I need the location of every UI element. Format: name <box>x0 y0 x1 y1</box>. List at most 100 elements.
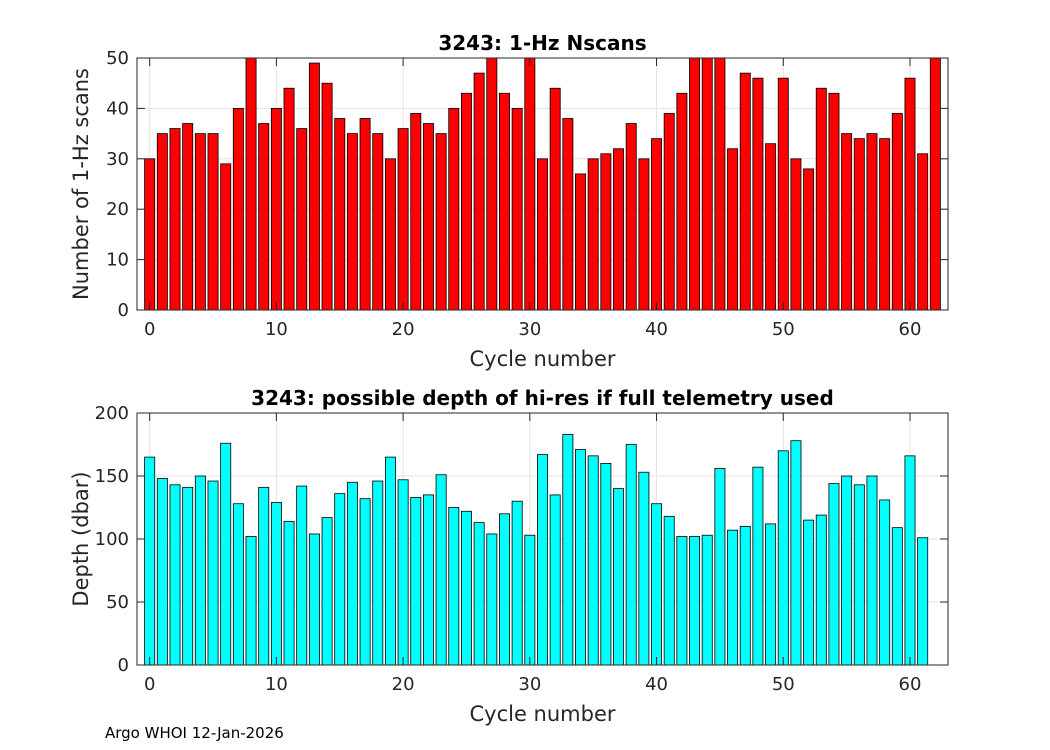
bar <box>562 434 574 666</box>
bar <box>144 456 156 666</box>
bar <box>448 108 460 311</box>
bar <box>777 77 789 311</box>
bar <box>727 148 739 311</box>
bar <box>638 471 650 666</box>
bar <box>613 488 625 666</box>
bar <box>232 108 244 311</box>
y-tick-label: 50 <box>106 48 129 69</box>
bar <box>663 113 675 311</box>
bar <box>359 118 371 311</box>
bar <box>334 493 346 666</box>
bar <box>435 133 447 311</box>
footer-text: Argo WHOI 12-Jan-2026 <box>105 724 284 742</box>
bar <box>346 133 358 311</box>
bar <box>207 133 219 311</box>
chart-title: 3243: possible depth of hi-res if full t… <box>251 386 834 410</box>
bar <box>853 484 865 666</box>
bar <box>220 163 232 311</box>
bar <box>169 484 181 666</box>
y-axis-label: Number of 1-Hz scans <box>69 68 93 300</box>
bar <box>904 455 916 666</box>
bar <box>575 173 586 311</box>
bar <box>701 534 713 666</box>
bar <box>663 515 675 666</box>
bar <box>296 485 308 666</box>
x-tick-label: 60 <box>899 319 922 340</box>
bar <box>587 158 599 311</box>
x-axis-label: Cycle number <box>469 347 615 371</box>
bar <box>473 522 485 666</box>
x-axis-label: Cycle number <box>469 702 615 726</box>
bar <box>410 497 422 666</box>
bar <box>651 138 663 311</box>
nscans-chart: 0 10 20 30 40 50 60 0 10 20 30 40 50 3243: 1-Hz Nscan… <box>69 31 949 371</box>
bar <box>866 133 878 311</box>
x-tick-label: 30 <box>518 674 541 695</box>
bar <box>270 108 282 311</box>
bar <box>194 133 206 311</box>
bar <box>676 92 688 311</box>
y-tick-label: 50 <box>106 592 129 613</box>
x-tick-label: 50 <box>772 319 795 340</box>
bar <box>207 480 219 666</box>
bar <box>422 123 434 311</box>
bar <box>486 57 498 311</box>
depth-chart: 0 10 20 30 40 50 60 0 50 100 150 200 3243: possible … <box>69 386 949 726</box>
bar <box>904 77 916 311</box>
bar <box>397 128 409 311</box>
bar <box>866 475 878 666</box>
y-tick-label: 0 <box>118 655 129 676</box>
bar <box>194 475 206 666</box>
bar <box>613 148 625 311</box>
bar <box>422 494 434 666</box>
bar <box>600 153 612 311</box>
bar <box>765 523 777 666</box>
bar <box>549 494 561 666</box>
bar <box>511 108 523 311</box>
bar <box>815 87 827 311</box>
bar <box>777 450 789 666</box>
bar <box>346 481 358 666</box>
bar <box>879 499 891 666</box>
bar <box>803 519 815 666</box>
bar <box>473 72 485 311</box>
x-tick-label: 10 <box>265 319 288 340</box>
bar <box>841 133 853 311</box>
bar <box>891 113 903 311</box>
bar <box>283 520 295 666</box>
x-tick-label: 20 <box>392 674 415 695</box>
y-tick-label: 150 <box>95 466 129 487</box>
bar <box>296 128 308 311</box>
x-tick-label: 20 <box>392 319 415 340</box>
bar <box>537 454 548 666</box>
bar <box>790 440 802 666</box>
bar <box>308 533 320 666</box>
bar <box>321 82 333 311</box>
bar <box>270 502 282 666</box>
bar <box>815 514 827 666</box>
bar <box>410 113 422 311</box>
bar <box>625 123 637 311</box>
bar <box>701 57 713 311</box>
y-tick-label: 100 <box>95 529 129 550</box>
y-tick-label: 30 <box>106 149 129 170</box>
bar <box>486 533 498 666</box>
x-tick-label: 60 <box>899 674 922 695</box>
bar <box>499 92 510 311</box>
bar <box>714 57 726 311</box>
bar <box>752 77 764 311</box>
bar <box>524 57 536 311</box>
x-tick-label: 50 <box>772 674 795 695</box>
bar <box>245 536 257 666</box>
bar <box>283 87 295 311</box>
bar <box>587 455 599 666</box>
bar <box>739 526 751 666</box>
bar <box>499 513 510 666</box>
bar <box>156 478 168 666</box>
bar <box>156 133 168 311</box>
bar <box>828 92 840 311</box>
bar <box>917 153 929 311</box>
bar <box>879 138 891 311</box>
bar <box>372 480 384 666</box>
bar <box>460 510 472 666</box>
